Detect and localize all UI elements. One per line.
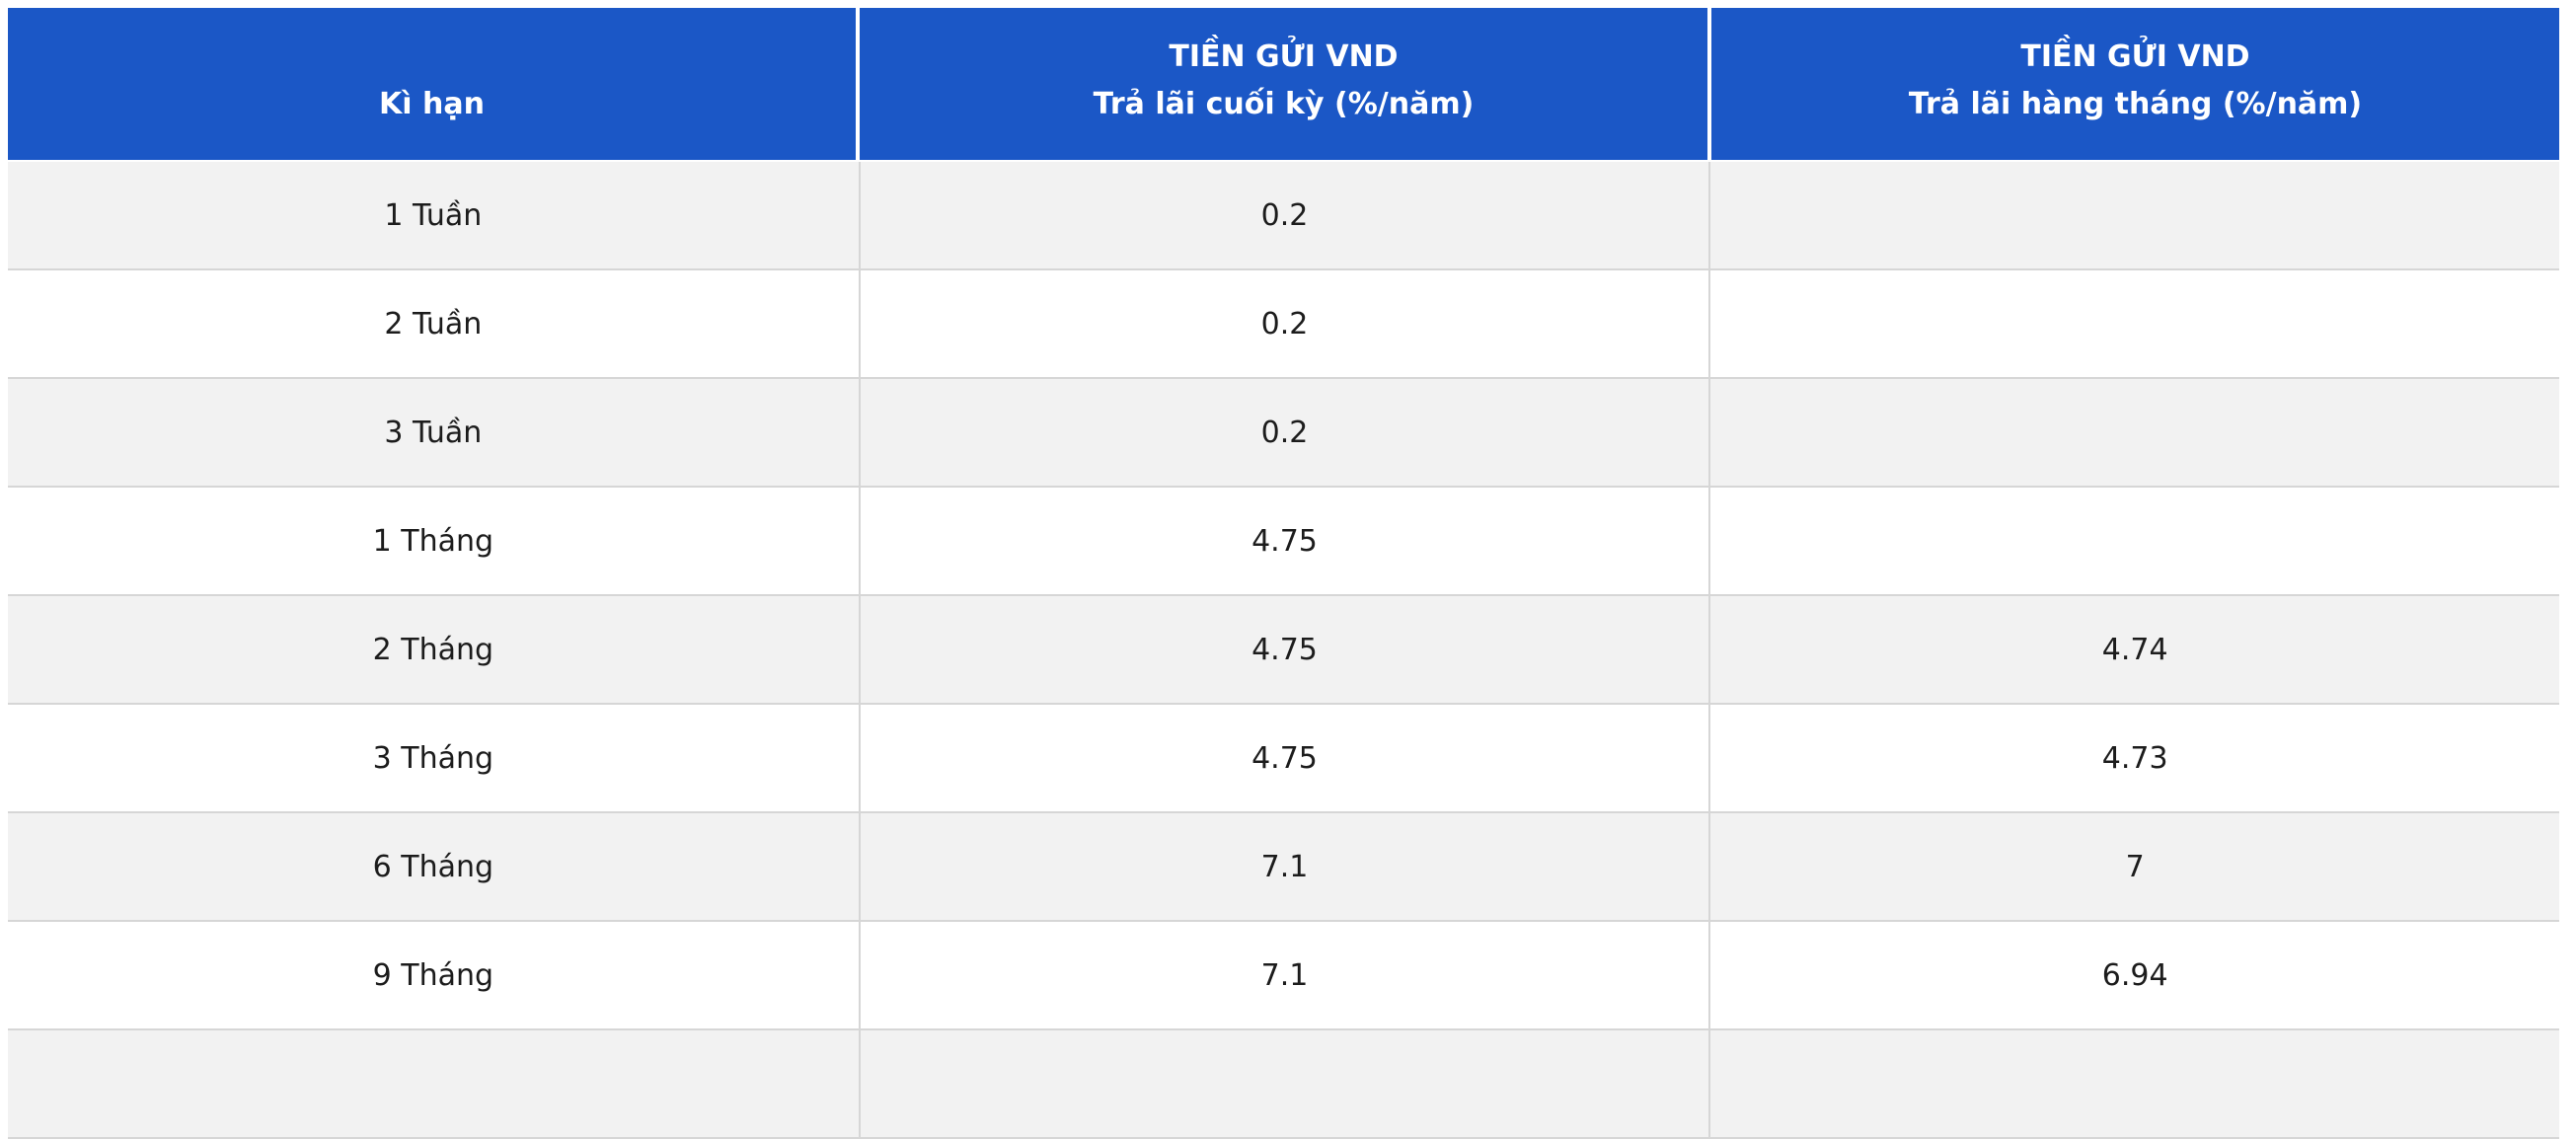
header-end-of-term-line1: TIỀN GỬI VND: [1169, 39, 1399, 74]
end-rate-cell: 4.75: [858, 705, 1709, 811]
monthly-rate-cell: 6.94: [1708, 922, 2559, 1028]
monthly-rate-cell: [1708, 270, 2559, 377]
monthly-rate-cell: 7: [1708, 813, 2559, 920]
header-monthly-line2: Trả lãi hàng tháng (%/năm): [1908, 87, 2363, 121]
header-monthly-rate: TIỀN GỬI VND Trả lãi hàng tháng (%/năm): [1711, 8, 2559, 160]
header-end-of-term-line2: Trả lãi cuối kỳ (%/năm): [1093, 87, 1475, 121]
end-rate-cell: 0.2: [858, 162, 1709, 268]
header-term-label: Kì hạn: [379, 87, 485, 121]
term-cell: 6 Tháng: [372, 849, 494, 884]
monthly-rate-cell: 4.73: [1708, 705, 2559, 811]
term-cell: 2 Tháng: [372, 632, 494, 667]
table-row: 1 Tuần 0.2: [8, 162, 2559, 270]
monthly-rate-cell: 4.74: [1708, 596, 2559, 703]
term-cell: 1 Tháng: [372, 523, 494, 559]
monthly-rate-cell: [1708, 379, 2559, 486]
end-rate-cell: 0.2: [858, 270, 1709, 377]
table-row: 6 Tháng 7.1 7: [8, 813, 2559, 922]
term-cell: 3 Tuần: [384, 415, 483, 450]
table-row: 2 Tuần 0.2: [8, 270, 2559, 379]
header-monthly-line1: TIỀN GỬI VND: [2020, 39, 2250, 74]
deposit-rate-table: Kì hạn TIỀN GỬI VND Trả lãi cuối kỳ (%/n…: [8, 8, 2559, 1139]
end-rate-cell: 4.75: [858, 596, 1709, 703]
table-row-partial: [8, 1030, 2559, 1139]
end-rate-cell: [858, 1030, 1709, 1137]
header-term: Kì hạn: [8, 8, 856, 160]
table-row: 9 Tháng 7.1 6.94: [8, 922, 2559, 1030]
table-row: 2 Tháng 4.75 4.74: [8, 596, 2559, 705]
monthly-rate-cell: [1708, 488, 2559, 594]
monthly-rate-cell: [1708, 162, 2559, 268]
table-row: 3 Tháng 4.75 4.73: [8, 705, 2559, 813]
table-row: 3 Tuần 0.2: [8, 379, 2559, 488]
term-cell: 1 Tuần: [384, 197, 483, 233]
end-rate-cell: 7.1: [858, 813, 1709, 920]
table-header-row: Kì hạn TIỀN GỬI VND Trả lãi cuối kỳ (%/n…: [8, 8, 2559, 160]
end-rate-cell: 4.75: [858, 488, 1709, 594]
term-cell: 3 Tháng: [372, 740, 494, 776]
term-cell: 9 Tháng: [372, 957, 494, 993]
header-end-of-term-rate: TIỀN GỬI VND Trả lãi cuối kỳ (%/năm): [860, 8, 1707, 160]
table-row: 1 Tháng 4.75: [8, 488, 2559, 596]
end-rate-cell: 0.2: [858, 379, 1709, 486]
term-cell: 2 Tuần: [384, 306, 483, 342]
monthly-rate-cell: [1708, 1030, 2559, 1137]
end-rate-cell: 7.1: [858, 922, 1709, 1028]
term-cell: [8, 1030, 859, 1137]
